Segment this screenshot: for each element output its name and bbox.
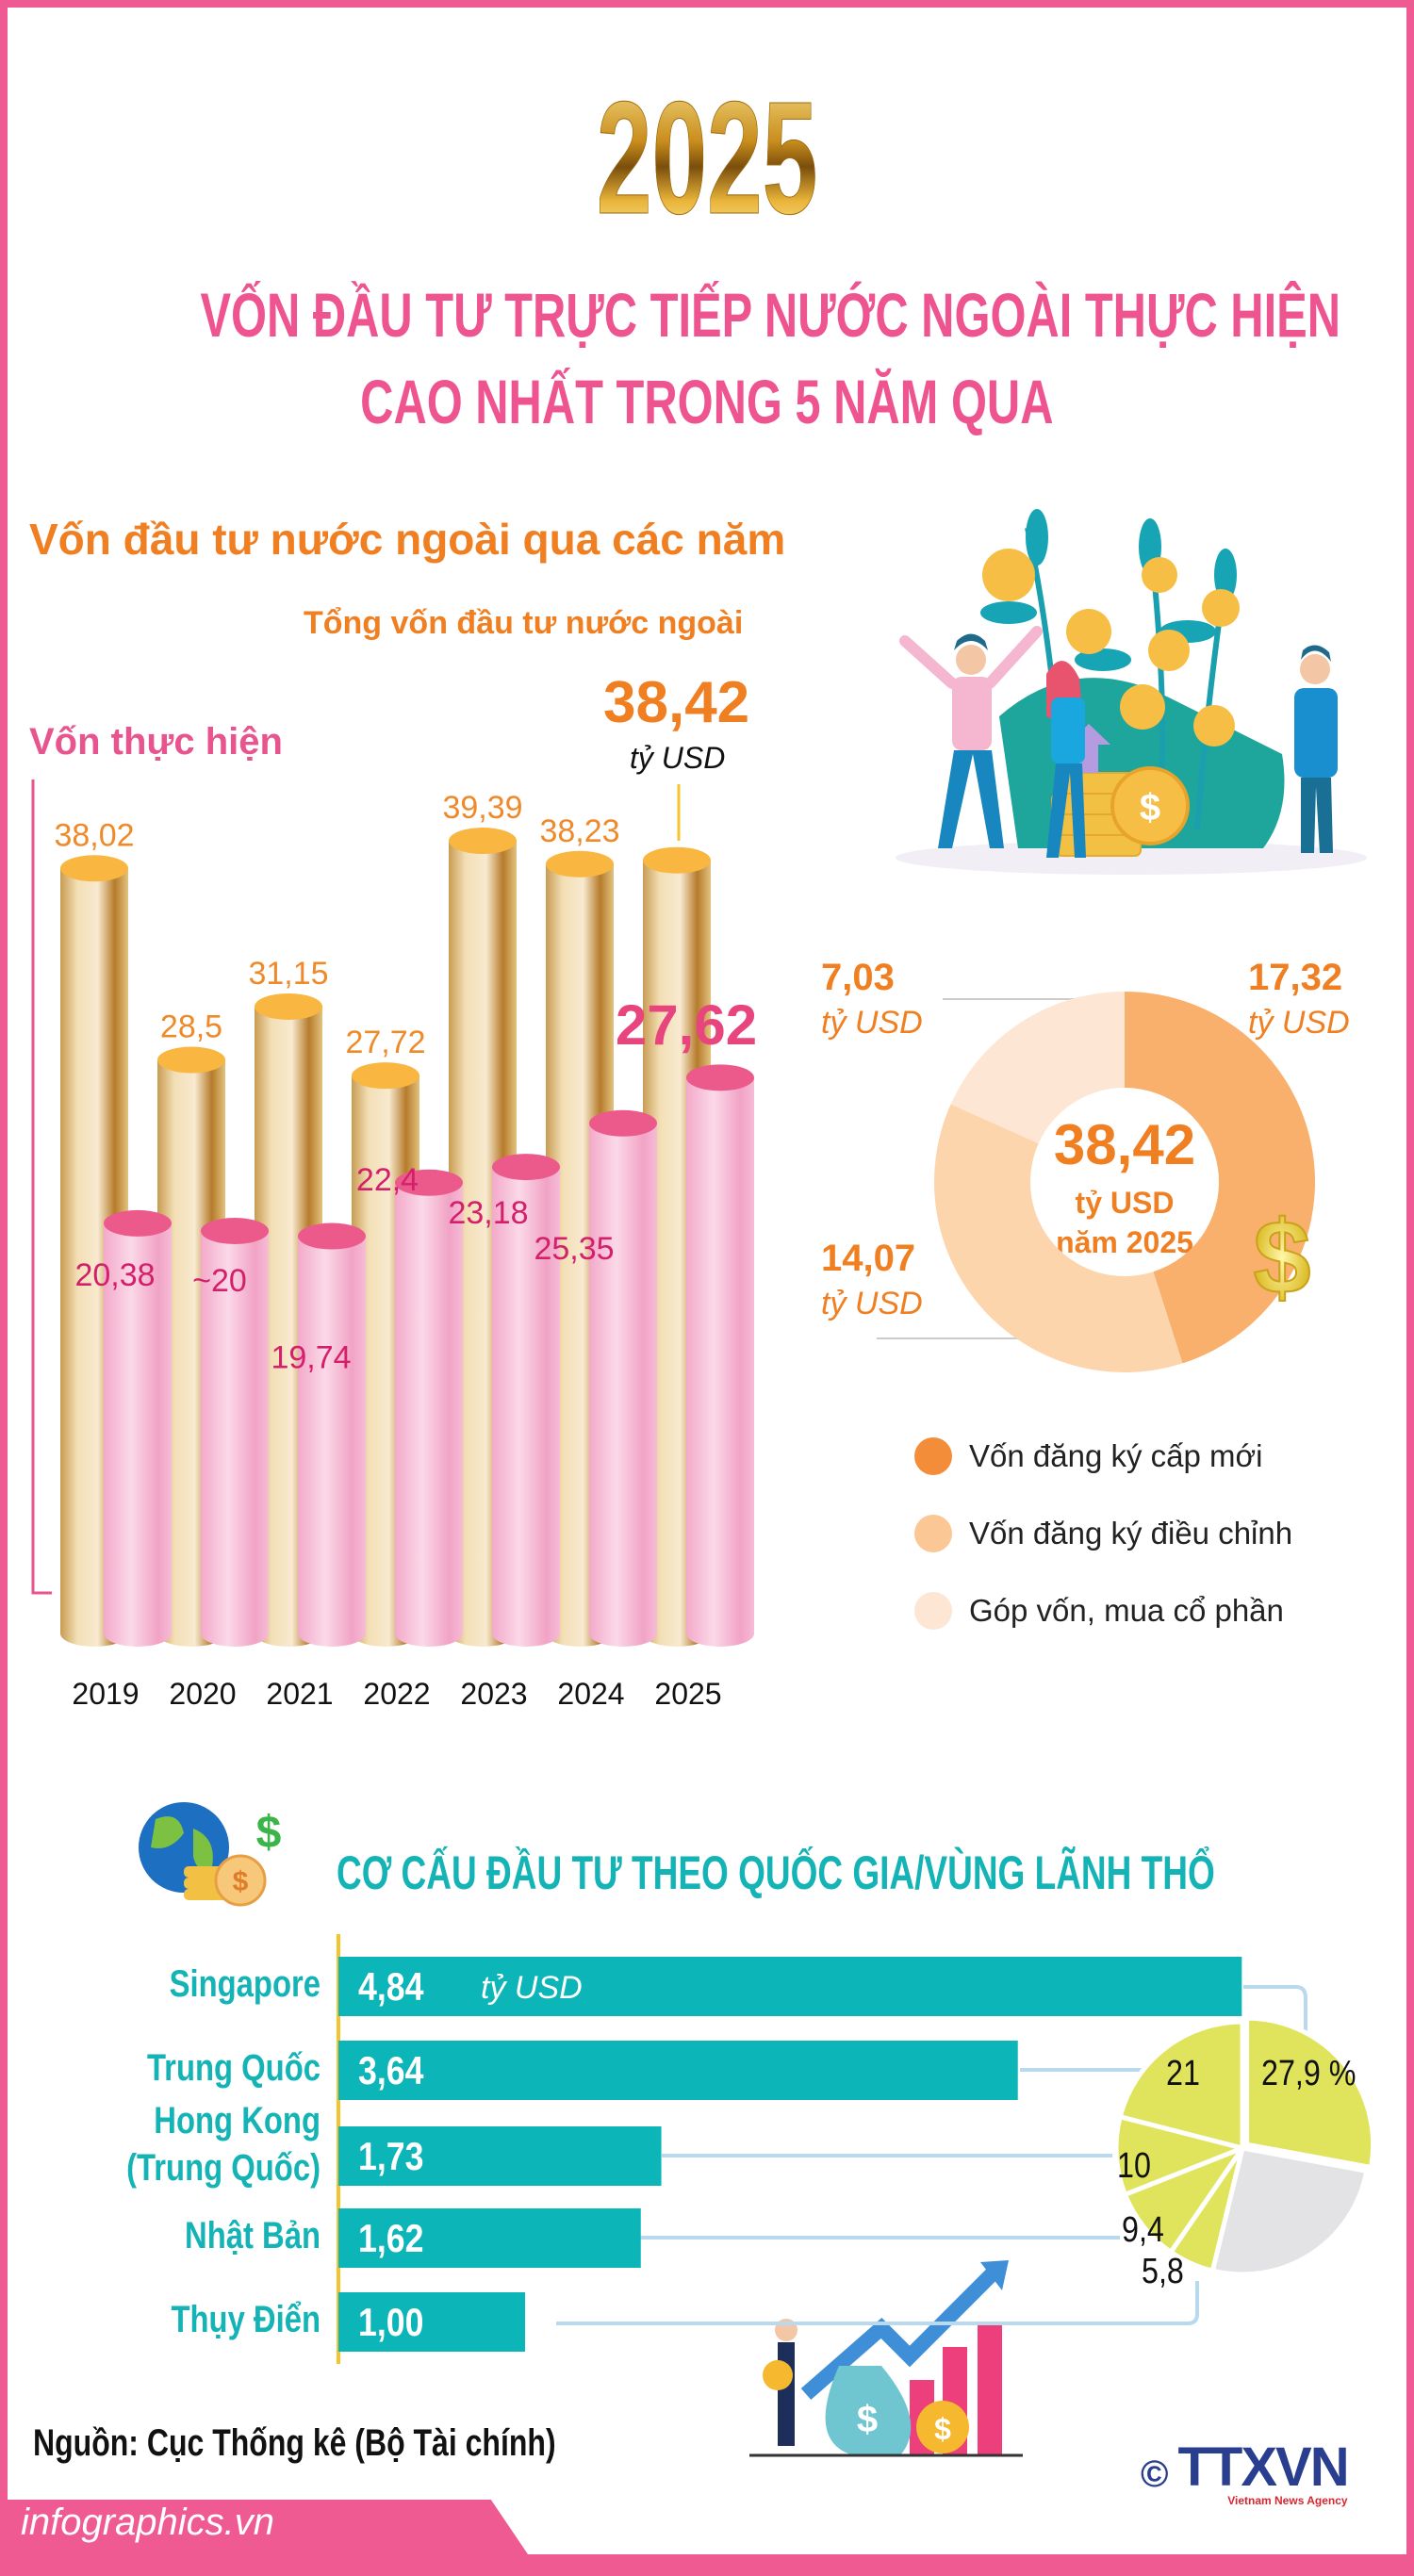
ttxvn-logo: © TTXVN Vietnam News Agency [1141,2437,1350,2508]
investors-illustration: $ [896,509,1367,875]
year-heading: 2025 [0,69,1414,248]
legend-item-adjusted: Vốn đăng ký điều chỉnh [914,1515,1292,1552]
legend-label: Vốn đăng ký cấp mới [969,1438,1263,1473]
section1-title: Vốn đầu tư nước ngoài qua các năm [29,515,786,564]
total-2025-unit: tỷ USD [630,741,726,775]
title-text-2: CAO NHẤT TRONG 5 NĂM QUA [360,367,1054,436]
logo-subtext: Vietnam News Agency [1227,2494,1348,2507]
total-label: Tổng vốn đầu tư nước ngoài [304,605,744,641]
country-name: Thụy Điển [171,2299,321,2340]
donut-label-unit-1: tỷ USD [1248,1005,1350,1041]
legend-swatch [914,1437,952,1475]
svg-text:$: $ [256,1808,282,1858]
logo-text: TTXVN [1177,2437,1349,2498]
country-name: Nhật Bản [185,2215,321,2256]
realized-label: Vốn thực hiện [29,721,283,763]
footer-band [0,2500,528,2554]
donut-center-unit: tỷ USD [1075,1186,1175,1220]
copyright-symbol: © [1141,2453,1169,2495]
svg-text:$: $ [1140,787,1160,829]
title-line-2: CAO NHẤT TRONG 5 NĂM QUA [0,364,1414,439]
donut-label-unit-3: tỷ USD [821,1005,923,1041]
legend-label: Góp vốn, mua cổ phần [969,1593,1284,1628]
title-line-1: VỐN ĐẦU TƯ TRỰC TIẾP NƯỚC NGOÀI THỰC HIỆ… [0,277,1414,353]
year-text: 2025 [596,69,818,248]
legend-item-shares: Góp vốn, mua cổ phần [914,1592,1292,1630]
title-text-1: VỐN ĐẦU TƯ TRỰC TIẾP NƯỚC NGOÀI THỰC HIỆ… [200,280,1340,350]
section2-title: CƠ CẤU ĐẦU TƯ THEO QUỐC GIA/VÙNG LÃNH TH… [337,1846,1215,1899]
total-2025-value: 38,42 [603,670,750,735]
country-name: (Trung Quốc) [126,2147,321,2189]
svg-text:$: $ [934,2412,951,2446]
globe-money-icon: $ $ [139,1802,282,1907]
svg-text:$: $ [233,1866,249,1897]
donut-center-value: 38,42 [1053,1113,1196,1176]
country-name: Singapore [169,1963,321,2005]
country-name: Trung Quốc [146,2047,321,2089]
site-link[interactable]: infographics.vn [21,2502,275,2543]
legend-item-new: Vốn đăng ký cấp mới [914,1437,1292,1475]
country-name: Hong Kong [154,2100,321,2141]
source-note: Nguồn: Cục Thống kê (Bộ Tài chính) [33,2422,556,2464]
donut-label-value-3: 7,03 [821,957,895,998]
growth-illustration: $ $ [749,2260,1023,2457]
legend-label: Vốn đăng ký điều chỉnh [969,1516,1293,1551]
footer-line [0,2554,1414,2576]
legend-swatch [914,1515,952,1552]
donut-label-value-1: 17,32 [1248,957,1343,998]
legend-swatch [914,1592,952,1630]
donut-label-unit-2: tỷ USD [821,1286,923,1321]
svg-text:$: $ [857,2399,878,2440]
donut-center-year: năm 2025 [1056,1225,1193,1259]
donut-label-value-2: 14,07 [821,1238,916,1279]
donut-legend: Vốn đăng ký cấp mới Vốn đăng ký điều chỉ… [914,1437,1292,1630]
